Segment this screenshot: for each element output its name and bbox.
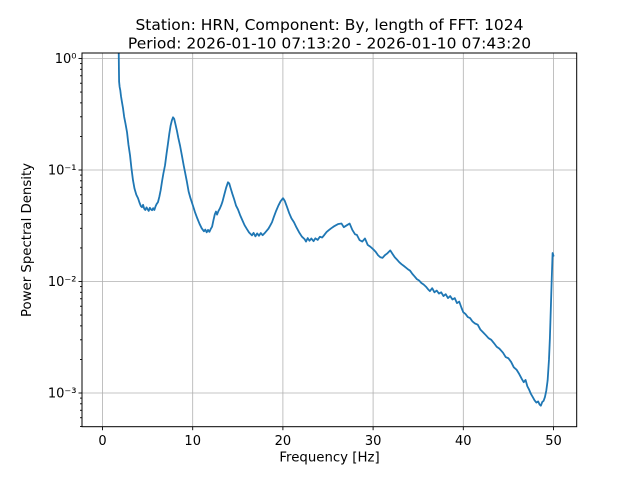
y-tick-label-1e-1: 10⁻¹ <box>48 164 77 179</box>
x-tick-label-40: 40 <box>455 434 472 449</box>
axis-ticks <box>78 58 554 431</box>
psd-curve <box>117 53 555 407</box>
x-tick-label-50: 50 <box>545 434 562 449</box>
x-axis-label: Frequency [Hz] <box>279 451 379 466</box>
y-tick-label-1e-2: 10⁻² <box>48 275 77 290</box>
x-tick-label-20: 20 <box>275 434 292 449</box>
x-tick-label-0: 0 <box>98 434 106 449</box>
x-tick-label-10: 10 <box>184 434 201 449</box>
y-tick-label-1e-3: 10⁻³ <box>48 387 77 402</box>
x-tick-label-30: 30 <box>365 434 382 449</box>
y-axis-label: Power Spectral Density <box>20 163 35 317</box>
y-tick-label-1e0: 10⁰ <box>55 52 77 67</box>
figure-title-line1: Station: HRN, Component: By, length of F… <box>135 16 523 34</box>
grid-lines <box>82 53 577 427</box>
plot-border <box>81 52 578 428</box>
figure-title-line2: Period: 2026-01-10 07:13:20 - 2026-01-10… <box>128 35 531 53</box>
